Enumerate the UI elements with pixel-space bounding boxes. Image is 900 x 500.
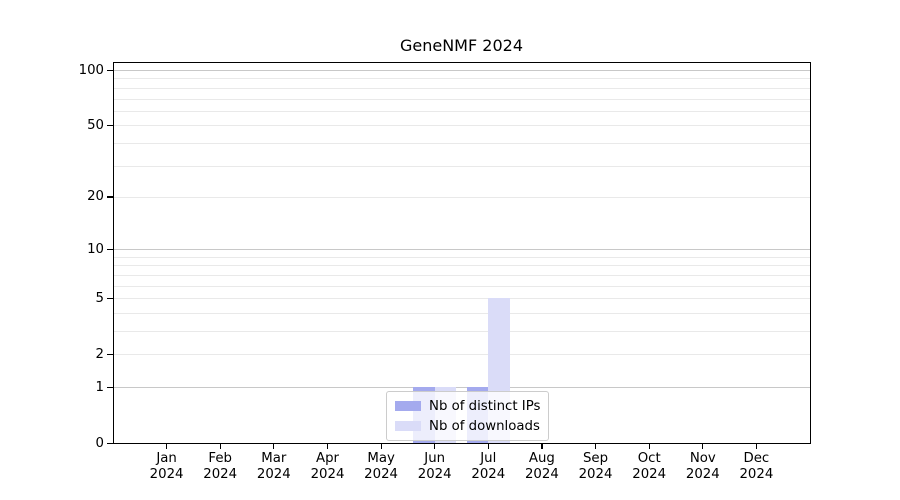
gridline-major (114, 70, 810, 71)
y-tick-label: 1 (95, 379, 104, 395)
x-tick-label: Oct 2024 (632, 451, 667, 482)
y-tick-mark (107, 124, 113, 126)
x-tick-mark (273, 444, 275, 449)
x-tick-mark (541, 444, 543, 449)
gridline-minor (114, 331, 810, 332)
gridline-minor (114, 125, 810, 127)
x-tick-label: Sep 2024 (578, 451, 613, 482)
chart-title: GeneNMF 2024 (399, 36, 523, 55)
legend-swatch-distinct-ips (395, 401, 421, 411)
gridline-minor (114, 256, 810, 258)
y-tick-mark (107, 386, 113, 388)
x-tick-mark (166, 444, 168, 449)
x-tick-mark (219, 444, 221, 449)
x-tick-label: Apr 2024 (310, 451, 345, 482)
legend-swatch-downloads (395, 421, 421, 431)
gridline-minor (114, 285, 810, 287)
x-tick-mark (648, 444, 650, 449)
x-tick-mark (434, 444, 436, 449)
y-tick-label: 50 (87, 117, 104, 133)
gridline-minor (114, 196, 810, 198)
x-tick-mark (755, 444, 758, 449)
y-tick-mark (107, 69, 113, 71)
x-tick-mark (595, 444, 597, 449)
gridline-minor (114, 110, 810, 112)
gridline-minor (114, 265, 810, 267)
gridline-minor (114, 354, 810, 356)
x-tick-label: Dec 2024 (739, 451, 774, 482)
x-tick-label: Jun 2024 (417, 451, 452, 482)
legend: Nb of distinct IPs Nb of downloads (386, 391, 550, 441)
y-tick-mark (107, 442, 113, 444)
y-tick-label: 2 (95, 346, 104, 362)
gridline-major (114, 249, 810, 251)
y-tick-mark (107, 196, 113, 198)
x-tick-label: May 2024 (364, 451, 399, 482)
y-tick-label: 20 (87, 189, 104, 205)
x-tick-mark (702, 444, 704, 449)
gridline-minor (114, 98, 810, 100)
gridline-minor (114, 142, 810, 144)
y-tick-mark (107, 297, 113, 299)
y-tick-label: 0 (95, 435, 104, 451)
x-tick-label: Jul 2024 (471, 451, 506, 482)
x-tick-mark (487, 444, 489, 449)
x-tick-label: Jan 2024 (149, 451, 184, 482)
legend-label-distinct-ips: Nb of distinct IPs (429, 398, 541, 414)
y-tick-label: 5 (95, 290, 104, 306)
y-tick-label: 100 (78, 62, 104, 78)
y-tick-mark (107, 353, 113, 355)
legend-item-downloads: Nb of downloads (395, 416, 540, 436)
y-tick-label: 10 (87, 241, 104, 257)
x-tick-mark (327, 444, 329, 449)
y-tick-mark (107, 248, 113, 250)
x-tick-label: Feb 2024 (203, 451, 238, 482)
x-tick-label: Aug 2024 (524, 451, 559, 482)
gridline-minor (114, 87, 810, 89)
gridline-minor (114, 312, 810, 314)
gridline-minor (114, 274, 810, 276)
gridline-major (114, 387, 810, 388)
gridline-minor (114, 298, 810, 300)
x-tick-mark (380, 444, 382, 449)
x-tick-label: Mar 2024 (256, 451, 291, 482)
gridline-minor (114, 78, 810, 80)
legend-item-distinct-ips: Nb of distinct IPs (395, 396, 540, 416)
gridline-minor (114, 165, 810, 167)
legend-label-downloads: Nb of downloads (429, 418, 540, 434)
x-tick-label: Nov 2024 (685, 451, 720, 482)
